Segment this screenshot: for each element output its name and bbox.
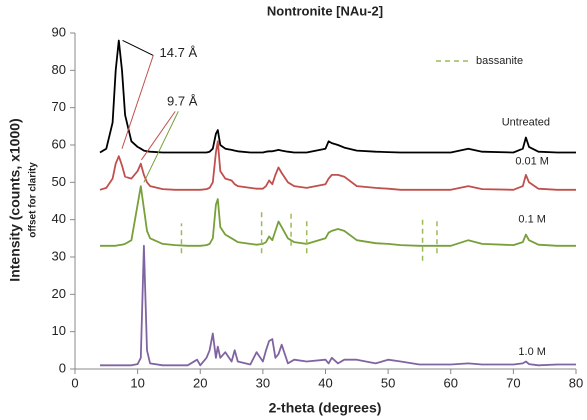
series-line xyxy=(99,140,576,191)
y-tick-label: 30 xyxy=(52,248,66,263)
series-line xyxy=(99,39,576,154)
series-line xyxy=(100,185,576,247)
chart-title: Nontronite [NAu-2] xyxy=(267,3,383,18)
annotation: 9.7 Å xyxy=(167,94,198,109)
series-label: Untreated xyxy=(502,117,550,129)
y-tick-label: 60 xyxy=(52,136,66,151)
y-tick-label: 20 xyxy=(52,286,66,301)
series-line xyxy=(100,244,576,367)
x-tick-label: 30 xyxy=(256,375,270,390)
leader-line xyxy=(121,55,154,149)
x-tick-label: 10 xyxy=(130,375,144,390)
x-tick-label: 70 xyxy=(506,375,520,390)
series-label: 0.1 M xyxy=(518,214,546,226)
x-axis-label: 2-theta (degrees) xyxy=(269,400,382,416)
y-axis-label: Intensity (counts, x1000) xyxy=(7,118,23,281)
leader-line xyxy=(143,111,179,183)
leader-line xyxy=(140,111,176,161)
x-tick-label: 80 xyxy=(569,375,583,390)
y-tick-label: 40 xyxy=(52,211,66,226)
leader-line xyxy=(122,40,154,56)
x-tick-label: 50 xyxy=(381,375,395,390)
x-tick-label: 20 xyxy=(193,375,207,390)
x-tick-label: 0 xyxy=(71,375,78,390)
y-tick-label: 70 xyxy=(52,99,66,114)
series-label: 1.0 M xyxy=(518,346,546,358)
annotation: 14.7 Å xyxy=(160,45,198,60)
y-tick-label: 0 xyxy=(59,360,66,375)
y-tick-label: 10 xyxy=(52,323,66,338)
y-tick-label: 90 xyxy=(52,24,66,39)
y-tick-label: 80 xyxy=(52,62,66,77)
x-tick-label: 40 xyxy=(318,375,332,390)
series-label: 0.01 M xyxy=(515,156,549,168)
y-axis-sublabel: offset for clarity xyxy=(28,162,39,238)
x-tick-label: 60 xyxy=(444,375,458,390)
legend-label: bassanite xyxy=(476,55,523,67)
y-tick-label: 50 xyxy=(52,174,66,189)
